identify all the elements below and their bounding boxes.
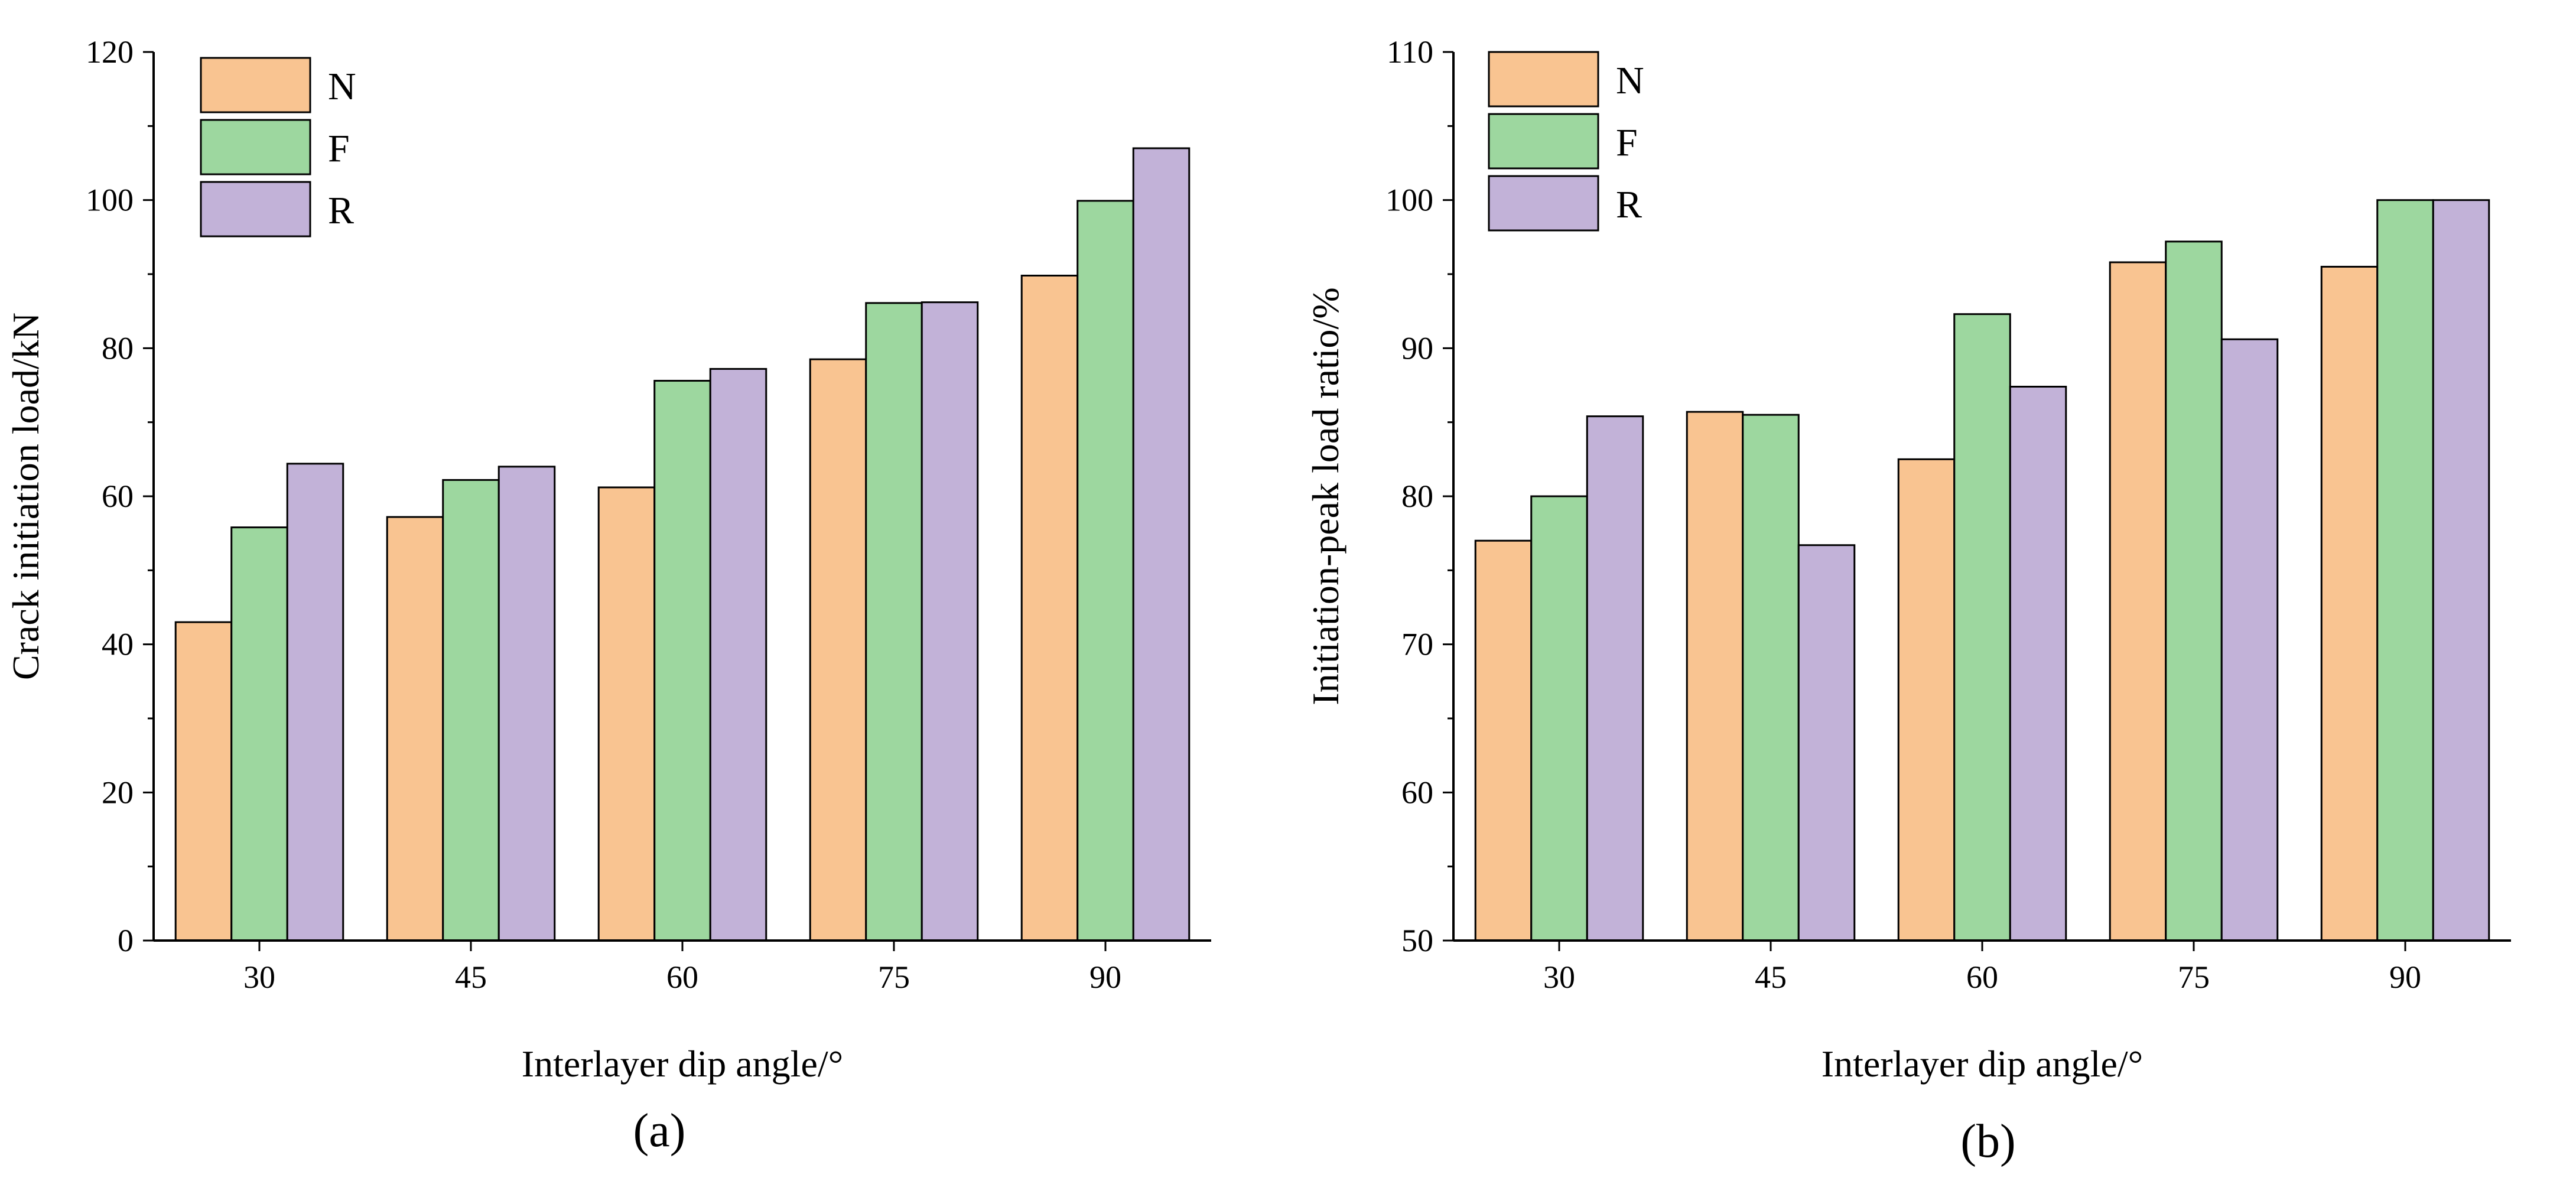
x-tick-label: 75 — [878, 959, 910, 995]
bar-N-90 — [2320, 265, 2379, 942]
x-tick-label: 75 — [2178, 959, 2210, 995]
bar-F-90 — [1076, 200, 1134, 942]
legend-label-N: N — [328, 65, 356, 108]
bar-F-45 — [442, 479, 500, 942]
bar-R-30 — [286, 463, 344, 942]
y-tick-label: 90 — [1401, 330, 1433, 366]
bar-N-75 — [809, 358, 867, 942]
x-tick-label: 90 — [2389, 959, 2421, 995]
x-tick-label: 45 — [455, 959, 487, 995]
legend-swatch-F — [1488, 113, 1599, 170]
legend-swatch-F — [200, 119, 311, 175]
bar-R-90 — [2432, 199, 2490, 942]
bar-F-30 — [230, 526, 288, 942]
legend-label-R: R — [328, 189, 354, 232]
y-tick-label: 60 — [102, 479, 134, 514]
y-tick-label: 120 — [86, 34, 134, 70]
bar-F-90 — [2376, 199, 2434, 942]
legend-swatch-N — [200, 57, 311, 113]
bar-F-30 — [1530, 495, 1588, 942]
y-tick-label: 100 — [1385, 183, 1433, 218]
legend-swatch-N — [1488, 51, 1599, 108]
chart-panel-b: 30 45 60 75 90 50 60 70 80 90 100 110 Interlayer dip… — [1305, 34, 2511, 1167]
bar-F-60 — [1953, 313, 2011, 942]
y-tick-label: 110 — [1387, 34, 1433, 70]
legend-swatch-R — [1488, 175, 1599, 232]
x-tick-label: 45 — [1755, 959, 1787, 995]
bar-F-60 — [653, 379, 711, 942]
x-tick-label: 60 — [1966, 959, 1998, 995]
y-tick-label: 0 — [118, 923, 134, 958]
bar-N-45 — [386, 516, 444, 942]
bar-F-45 — [1742, 414, 1800, 942]
bar-R-60 — [2009, 386, 2067, 942]
x-axis-title: Interlayer dip angle/° — [522, 1043, 843, 1085]
y-axis-title: Initiation-peak load ratio/% — [1305, 287, 1346, 705]
legend-label-N: N — [1616, 59, 1644, 102]
legend-label-F: F — [1616, 121, 1638, 164]
legend: NFR — [1488, 51, 1644, 232]
y-tick-label: 80 — [1401, 479, 1433, 514]
bar-R-45 — [497, 466, 556, 942]
x-tick-label: 90 — [1089, 959, 1121, 995]
bar-N-30 — [174, 621, 233, 942]
x-axis-title: Interlayer dip angle/° — [1822, 1043, 2143, 1085]
bar-R-75 — [2220, 338, 2279, 942]
bar-N-75 — [2109, 261, 2167, 942]
legend-label-R: R — [1616, 183, 1642, 226]
panel-label: (a) — [633, 1105, 686, 1157]
bar-F-75 — [2165, 240, 2223, 942]
bar-R-90 — [1132, 147, 1191, 942]
panel-label: (b) — [1960, 1115, 2015, 1167]
y-tick-label: 60 — [1401, 775, 1433, 810]
bar-R-60 — [709, 367, 767, 942]
y-tick-label: 40 — [102, 627, 134, 662]
bar-N-90 — [1020, 275, 1079, 942]
bar-N-60 — [1897, 458, 1956, 942]
y-tick-label: 100 — [86, 183, 134, 218]
x-tick-label: 30 — [243, 959, 275, 995]
y-tick-label: 80 — [102, 330, 134, 366]
bar-N-45 — [1686, 411, 1744, 942]
x-tick-label: 30 — [1543, 959, 1575, 995]
y-tick-label: 20 — [102, 775, 134, 810]
legend-swatch-R — [200, 181, 311, 237]
y-axis-title: Crack initiation load/kN — [5, 313, 47, 680]
bar-N-30 — [1474, 539, 1533, 942]
bar-F-75 — [865, 302, 923, 942]
x-tick-label: 60 — [666, 959, 698, 995]
y-tick-label: 70 — [1401, 627, 1433, 662]
bar-R-30 — [1586, 415, 1644, 942]
bar-R-75 — [921, 301, 979, 942]
bar-R-45 — [1797, 544, 1856, 942]
legend: NFR — [200, 57, 356, 237]
bar-N-60 — [597, 486, 656, 942]
chart-panel-a: 30 45 60 75 90 0 20 40 60 80 100 120 Interlayer dip … — [5, 34, 1211, 1157]
y-tick-label: 50 — [1401, 923, 1433, 958]
legend-label-F: F — [328, 127, 350, 170]
